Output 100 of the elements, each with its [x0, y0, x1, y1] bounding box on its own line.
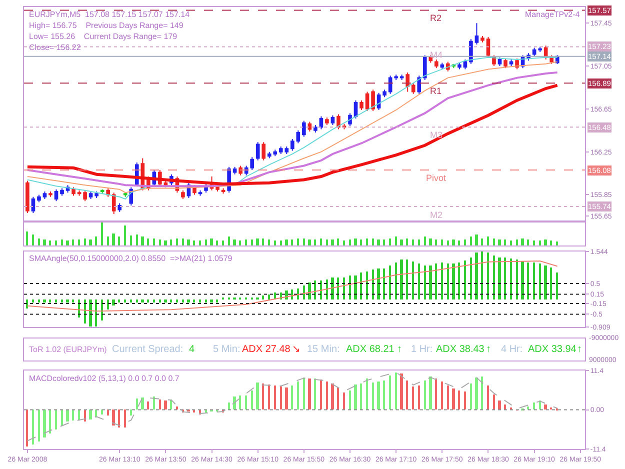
- bar: [343, 240, 345, 246]
- candlestick: [325, 116, 329, 126]
- candlestick: [422, 54, 427, 80]
- candlestick: [296, 130, 300, 144]
- bar: [222, 240, 224, 246]
- bar: [205, 299, 207, 302]
- text: ToR 1.02 (EURJPYm): [29, 345, 108, 354]
- bar: [274, 386, 276, 410]
- bar: [61, 410, 63, 426]
- bar: [262, 295, 264, 300]
- bar: [354, 275, 357, 300]
- bar: [556, 272, 558, 300]
- candlestick: [88, 191, 93, 200]
- bar: [268, 384, 270, 410]
- text: 4: [189, 344, 195, 355]
- bar: [447, 263, 449, 300]
- candlestick: [221, 188, 226, 194]
- bar: [487, 236, 489, 246]
- bar: [72, 240, 74, 246]
- candlestick: [60, 188, 64, 196]
- bar: [43, 410, 46, 438]
- bar: [470, 257, 472, 300]
- bar: [136, 234, 138, 246]
- bar: [320, 238, 322, 246]
- bar: [510, 258, 512, 300]
- bar: [118, 410, 120, 428]
- bar: [176, 238, 178, 246]
- bar: [228, 236, 230, 246]
- bar: [504, 240, 506, 246]
- bar: [331, 240, 334, 246]
- candlestick: [31, 196, 36, 214]
- annotation: Low= 155.26 Current Days Range= 179: [29, 32, 178, 41]
- bar: [130, 299, 132, 302]
- candlestick: [498, 56, 502, 66]
- bar: [326, 382, 328, 410]
- bar: [429, 238, 432, 246]
- candlestick: [480, 35, 484, 43]
- annotation: High= 156.75 Previous Days Range= 149: [29, 21, 184, 30]
- bar: [72, 410, 74, 421]
- candlestick: [256, 142, 260, 161]
- text: ↑: [486, 344, 491, 355]
- bar: [527, 262, 529, 300]
- candlestick: [417, 75, 422, 94]
- candlestick: [458, 62, 462, 70]
- candlestick: [54, 188, 58, 202]
- bar: [147, 238, 149, 246]
- bar: [360, 384, 362, 410]
- bar: [124, 410, 126, 428]
- bar: [303, 238, 305, 246]
- bar: [159, 240, 161, 246]
- bar: [187, 240, 190, 246]
- candlestick: [290, 138, 294, 152]
- candlestick: [232, 166, 237, 175]
- bar: [101, 222, 103, 246]
- bar: [141, 236, 144, 246]
- bar: [308, 282, 311, 300]
- bar: [193, 240, 195, 246]
- bar: [406, 380, 408, 410]
- bar: [159, 400, 161, 410]
- candlestick: [406, 72, 410, 92]
- bar: [544, 265, 547, 300]
- bar: [297, 238, 299, 246]
- candlestick: [319, 116, 324, 130]
- bar: [49, 240, 51, 246]
- bar: [89, 299, 92, 326]
- bar: [314, 240, 316, 246]
- bar: [107, 236, 109, 246]
- bar: [268, 240, 270, 246]
- annotation: M2: [430, 210, 443, 220]
- bar: [470, 384, 472, 410]
- bar: [141, 299, 144, 302]
- text: 4 Hr:: [501, 344, 523, 355]
- bar: [435, 263, 437, 300]
- bar: [303, 378, 305, 410]
- bar: [447, 386, 449, 410]
- candlestick: [365, 91, 370, 112]
- text: 5 Min:: [213, 344, 240, 355]
- bar: [49, 299, 51, 302]
- bar: [366, 238, 368, 246]
- bar: [441, 262, 443, 300]
- bar: [493, 238, 495, 246]
- candlestick: [314, 124, 318, 134]
- bar: [366, 378, 368, 410]
- annotation: ManageTPv2-4: [525, 10, 580, 19]
- bar: [406, 259, 408, 300]
- bar: [354, 384, 357, 410]
- bar: [395, 372, 397, 410]
- bar: [245, 396, 247, 410]
- bar: [418, 240, 420, 246]
- bar: [72, 299, 74, 302]
- bar: [343, 392, 345, 410]
- bar: [66, 410, 69, 422]
- bar: [297, 382, 299, 410]
- bar: [424, 236, 426, 246]
- bar: [349, 240, 351, 246]
- bar: [389, 376, 391, 410]
- bar: [337, 388, 339, 410]
- bar: [256, 238, 259, 246]
- candlestick: [262, 142, 266, 161]
- bar: [400, 374, 403, 410]
